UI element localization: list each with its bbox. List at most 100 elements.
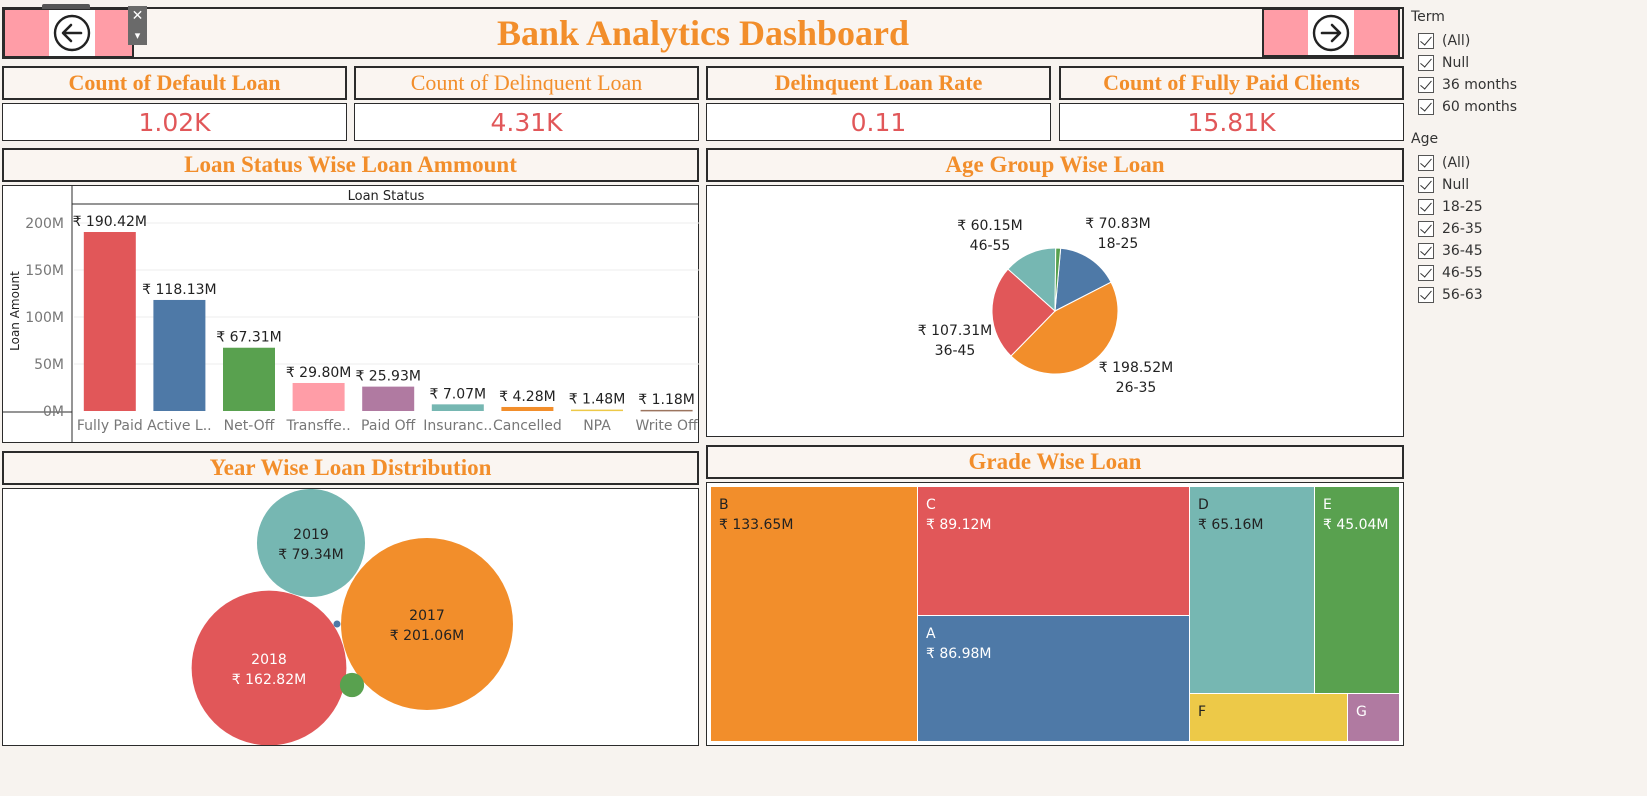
page-title: Bank Analytics Dashboard: [496, 13, 910, 53]
pie-slice[interactable]: [1054, 246, 1061, 311]
kpi-default-loan-value: 1.02K: [2, 103, 347, 141]
bubble-value-label: ₹ 79.34M: [278, 547, 344, 563]
bubble-year-label: 2017: [409, 608, 445, 624]
dropdown-control[interactable]: ▾: [128, 26, 147, 45]
y-tick-label: 0M: [43, 404, 64, 420]
age-filter-option[interactable]: 46-55: [1418, 263, 1483, 283]
term-filter-title: Term: [1411, 9, 1445, 25]
x-tick-label: Cancelled: [492, 418, 561, 434]
grade-chart-panel: B ₹ 133.65M C ₹ 89.12M A ₹ 86.98M D ₹ 65.16M E ₹ …: [706, 482, 1404, 746]
checkbox-checked-icon[interactable]: [1418, 221, 1434, 237]
treemap-cell[interactable]: [710, 486, 917, 741]
checkbox-checked-icon[interactable]: [1418, 177, 1434, 193]
arrow-right-circle-icon: [1312, 14, 1350, 51]
x-tick-label: Net-Off: [223, 418, 274, 434]
close-control[interactable]: ✕: [128, 6, 147, 26]
y-tick-label: 100M: [25, 310, 64, 326]
treemap-grade-label: C: [926, 497, 936, 513]
treemap-grade-label: A: [926, 626, 936, 642]
treemap-value-label: ₹ 133.65M: [719, 517, 793, 533]
treemap-cell[interactable]: [917, 486, 1189, 615]
back-button[interactable]: [3, 8, 134, 58]
pie-group-label: 46-55: [969, 238, 1010, 254]
y-axis-label: Loan Amount: [8, 270, 22, 350]
y-tick-label: 50M: [34, 357, 64, 373]
y-tick-label: 200M: [25, 216, 64, 232]
forward-button-inner: [1308, 10, 1354, 55]
bar-value-label: ₹ 190.42M: [72, 214, 146, 230]
pie-value-label: ₹ 70.83M: [1085, 216, 1151, 232]
kpi-delinquent-loan-title: Count of Delinquent Loan: [354, 66, 699, 100]
bubble-year-label: 2019: [293, 527, 329, 543]
arrow-left-circle-icon: [53, 14, 91, 52]
checkbox-checked-icon[interactable]: [1418, 287, 1434, 303]
bar-value-label: ₹ 1.18M: [638, 391, 695, 407]
treemap-cell[interactable]: [1314, 486, 1399, 693]
checkbox-checked-icon[interactable]: [1418, 33, 1434, 49]
x-tick-label: Fully Paid: [76, 418, 142, 434]
bubble[interactable]: [191, 590, 346, 745]
bubble[interactable]: [340, 537, 513, 710]
x-tick-label: NPA: [583, 418, 611, 434]
checkbox-checked-icon[interactable]: [1418, 99, 1434, 115]
term-filter-option[interactable]: 36 months: [1418, 75, 1517, 95]
treemap-value-label: ₹ 65.16M: [1198, 517, 1264, 533]
bubble[interactable]: [256, 488, 365, 597]
term-filter-option[interactable]: 60 months: [1418, 97, 1517, 117]
checkbox-checked-icon[interactable]: [1418, 77, 1434, 93]
checkbox-checked-icon[interactable]: [1418, 199, 1434, 215]
bubble[interactable]: [339, 672, 364, 697]
bar[interactable]: [500, 406, 553, 411]
y-tick-label: 150M: [25, 263, 64, 279]
treemap-cell[interactable]: [917, 615, 1189, 741]
bubble-year-label: 2018: [251, 652, 287, 668]
bar[interactable]: [361, 386, 414, 411]
treemap-cell[interactable]: [1189, 486, 1314, 693]
close-icon: ✕: [131, 8, 144, 24]
checkbox-checked-icon[interactable]: [1418, 265, 1434, 281]
x-tick-label: Transffe..: [285, 418, 350, 434]
bar[interactable]: [222, 347, 275, 411]
age-filter-option[interactable]: 26-35: [1418, 219, 1483, 239]
forward-button[interactable]: [1262, 8, 1400, 57]
treemap-cell[interactable]: [1189, 693, 1347, 741]
checkbox-checked-icon[interactable]: [1418, 155, 1434, 171]
age-filter-option[interactable]: Null: [1418, 175, 1469, 195]
bubble[interactable]: [333, 620, 340, 627]
bar[interactable]: [431, 403, 484, 411]
pie-slice[interactable]: [1009, 281, 1118, 374]
bar[interactable]: [83, 231, 136, 411]
title-bar: Bank Analytics Dashboard: [2, 7, 1404, 59]
kpi-delinquent-loan-value: 4.31K: [354, 103, 699, 141]
checkbox-checked-icon[interactable]: [1418, 55, 1434, 71]
treemap-cell[interactable]: [1347, 693, 1399, 741]
treemap-value-label: ₹ 86.98M: [926, 646, 992, 662]
age-filter-option[interactable]: (All): [1418, 153, 1470, 173]
bar[interactable]: [640, 409, 693, 411]
x-tick-label: Active L..: [147, 418, 211, 434]
chevron-down-icon: ▾: [134, 29, 141, 42]
age-filter-option[interactable]: 56-63: [1418, 285, 1483, 305]
age-filter-option[interactable]: 18-25: [1418, 197, 1483, 217]
pie-value-label: ₹ 107.31M: [917, 323, 991, 339]
back-button-top-tab: [42, 4, 90, 9]
bar-value-label: ₹ 7.07M: [429, 386, 486, 402]
term-filter-option[interactable]: (All): [1418, 31, 1470, 51]
year-section-title: Year Wise Loan Distribution: [2, 451, 699, 485]
bar[interactable]: [152, 299, 205, 411]
year-chart-panel: 2019 ₹ 79.34M 2017 ₹ 201.06M 2018 ₹ 162.82M: [2, 488, 699, 746]
bar-value-label: ₹ 29.80M: [285, 364, 351, 380]
bar[interactable]: [292, 382, 345, 411]
pie-slice[interactable]: [991, 267, 1056, 357]
treemap-grade-label: G: [1356, 704, 1367, 720]
treemap-grade-label: D: [1198, 497, 1209, 513]
age-filter-option[interactable]: 36-45: [1418, 241, 1483, 261]
pie-slice[interactable]: [1006, 247, 1056, 312]
loan-status-section-title: Loan Status Wise Loan Ammount: [2, 148, 699, 182]
checkbox-checked-icon[interactable]: [1418, 243, 1434, 259]
pie-slice[interactable]: [1053, 247, 1112, 312]
term-filter-option[interactable]: Null: [1418, 53, 1469, 73]
bar[interactable]: [570, 409, 623, 411]
treemap-grade-label: E: [1323, 497, 1332, 513]
pie-group-label: 36-45: [934, 343, 975, 359]
